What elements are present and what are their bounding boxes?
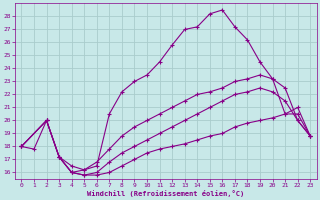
X-axis label: Windchill (Refroidissement éolien,°C): Windchill (Refroidissement éolien,°C) [87,190,244,197]
